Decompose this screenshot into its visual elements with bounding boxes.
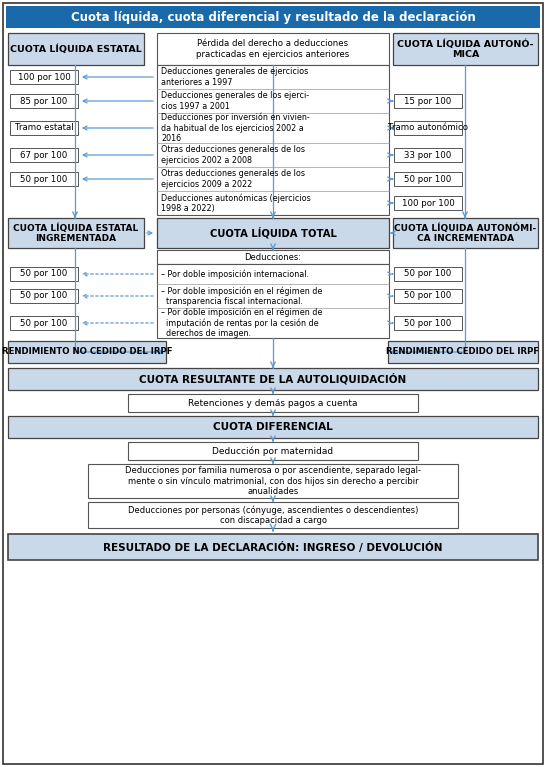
FancyBboxPatch shape (157, 33, 389, 65)
FancyBboxPatch shape (394, 196, 462, 210)
FancyBboxPatch shape (394, 121, 462, 135)
Text: Cuota líquida, cuota diferencial y resultado de la declaración: Cuota líquida, cuota diferencial y resul… (70, 11, 476, 24)
Text: CUOTA LÍQUIDA AUTONÓMI-
CA INCREMENTADA: CUOTA LÍQUIDA AUTONÓMI- CA INCREMENTADA (394, 223, 537, 243)
Text: – Por doble imposición en el régimen de
  transparencia fiscal internacional.: – Por doble imposición en el régimen de … (161, 286, 322, 306)
Text: 50 por 100: 50 por 100 (20, 318, 68, 328)
Text: 50 por 100: 50 por 100 (405, 291, 452, 301)
FancyBboxPatch shape (8, 534, 538, 560)
FancyBboxPatch shape (128, 442, 418, 460)
Text: 50 por 100: 50 por 100 (20, 269, 68, 278)
Text: CUOTA LÍQUIDA TOTAL: CUOTA LÍQUIDA TOTAL (210, 227, 336, 239)
FancyBboxPatch shape (394, 316, 462, 330)
Text: RESULTADO DE LA DECLARACIÓN: INGRESO / DEVOLUCIÓN: RESULTADO DE LA DECLARACIÓN: INGRESO / D… (103, 542, 443, 552)
FancyBboxPatch shape (157, 218, 389, 248)
Text: 50 por 100: 50 por 100 (20, 291, 68, 301)
Text: Deducciones por personas (cónyuge, ascendientes o descendientes)
con discapacida: Deducciones por personas (cónyuge, ascen… (128, 505, 418, 525)
Text: RENDIMIENTO NO CEDIDO DEL IRPF: RENDIMIENTO NO CEDIDO DEL IRPF (2, 347, 172, 357)
FancyBboxPatch shape (8, 218, 144, 248)
FancyBboxPatch shape (10, 289, 78, 303)
Text: Deducciones generales de ejercicios
anteriores a 1997: Deducciones generales de ejercicios ante… (161, 67, 308, 87)
Text: RENDIMIENTO CEDIDO DEL IRPF: RENDIMIENTO CEDIDO DEL IRPF (387, 347, 539, 357)
Text: Deducciones generales de los ejerci-
cios 1997 a 2001: Deducciones generales de los ejerci- cio… (161, 91, 309, 110)
Text: – Por doble imposición internacional.: – Por doble imposición internacional. (161, 269, 309, 278)
FancyBboxPatch shape (394, 172, 462, 186)
FancyBboxPatch shape (8, 368, 538, 390)
FancyBboxPatch shape (393, 33, 538, 65)
FancyBboxPatch shape (394, 94, 462, 108)
Text: Otras deducciones generales de los
ejercicios 2009 a 2022: Otras deducciones generales de los ejerc… (161, 170, 305, 189)
Text: Otras deducciones generales de los
ejercicios 2002 a 2008: Otras deducciones generales de los ejerc… (161, 145, 305, 165)
FancyBboxPatch shape (8, 341, 166, 363)
FancyBboxPatch shape (88, 502, 458, 528)
FancyBboxPatch shape (6, 6, 540, 28)
FancyBboxPatch shape (10, 121, 78, 135)
Text: Pérdida del derecho a deducciones
practicadas en ejercicios anteriores: Pérdida del derecho a deducciones practi… (197, 39, 349, 59)
Text: Deducción por maternidad: Deducción por maternidad (212, 446, 334, 456)
FancyBboxPatch shape (388, 341, 538, 363)
Text: CUOTA LÍQUIDA ESTATAL
INGREMENTADA: CUOTA LÍQUIDA ESTATAL INGREMENTADA (13, 223, 139, 243)
Text: – Por doble imposición en el régimen de
  imputación de rentas por la cesión de
: – Por doble imposición en el régimen de … (161, 308, 322, 338)
FancyBboxPatch shape (88, 464, 458, 498)
FancyBboxPatch shape (157, 250, 389, 264)
FancyBboxPatch shape (10, 70, 78, 84)
Text: CUOTA DIFERENCIAL: CUOTA DIFERENCIAL (213, 422, 333, 432)
FancyBboxPatch shape (394, 148, 462, 162)
Text: 100 por 100: 100 por 100 (402, 199, 454, 208)
Text: Tramo estatal: Tramo estatal (15, 123, 73, 133)
Text: CUOTA LÍQUIDA ESTATAL: CUOTA LÍQUIDA ESTATAL (10, 44, 142, 54)
FancyBboxPatch shape (10, 172, 78, 186)
Text: Deducciones autonómicas (ejercicios
1998 a 2022): Deducciones autonómicas (ejercicios 1998… (161, 193, 311, 213)
FancyBboxPatch shape (394, 267, 462, 281)
Text: CUOTA RESULTANTE DE LA AUTOLIQUIDACIÓN: CUOTA RESULTANTE DE LA AUTOLIQUIDACIÓN (139, 374, 407, 385)
FancyBboxPatch shape (8, 416, 538, 438)
Text: 33 por 100: 33 por 100 (405, 150, 452, 160)
FancyBboxPatch shape (10, 94, 78, 108)
Text: 50 por 100: 50 por 100 (20, 175, 68, 183)
FancyBboxPatch shape (8, 33, 144, 65)
Text: 100 por 100: 100 por 100 (17, 73, 70, 81)
Text: Retenciones y demás pagos a cuenta: Retenciones y demás pagos a cuenta (188, 399, 358, 407)
FancyBboxPatch shape (393, 218, 538, 248)
FancyBboxPatch shape (128, 394, 418, 412)
FancyBboxPatch shape (10, 148, 78, 162)
Text: 50 por 100: 50 por 100 (405, 318, 452, 328)
Text: 50 por 100: 50 por 100 (405, 175, 452, 183)
Text: Deducciones:: Deducciones: (245, 252, 301, 262)
Text: 85 por 100: 85 por 100 (20, 97, 68, 106)
FancyBboxPatch shape (3, 3, 543, 764)
FancyBboxPatch shape (157, 264, 389, 338)
FancyBboxPatch shape (394, 289, 462, 303)
FancyBboxPatch shape (10, 316, 78, 330)
Text: Deducciones por familia numerosa o por ascendiente, separado legal-
mente o sin : Deducciones por familia numerosa o por a… (125, 466, 421, 496)
Text: 50 por 100: 50 por 100 (405, 269, 452, 278)
Text: CUOTA LÍQUIDA AUTONÓ-
MICA: CUOTA LÍQUIDA AUTONÓ- MICA (397, 39, 534, 59)
Text: 67 por 100: 67 por 100 (20, 150, 68, 160)
Text: Deducciones por inversión en vivien-
da habitual de los ejercicios 2002 a
2016: Deducciones por inversión en vivien- da … (161, 113, 310, 143)
FancyBboxPatch shape (10, 267, 78, 281)
Text: 15 por 100: 15 por 100 (405, 97, 452, 106)
FancyBboxPatch shape (157, 65, 389, 215)
Text: Tramo autonómico: Tramo autonómico (388, 123, 468, 133)
